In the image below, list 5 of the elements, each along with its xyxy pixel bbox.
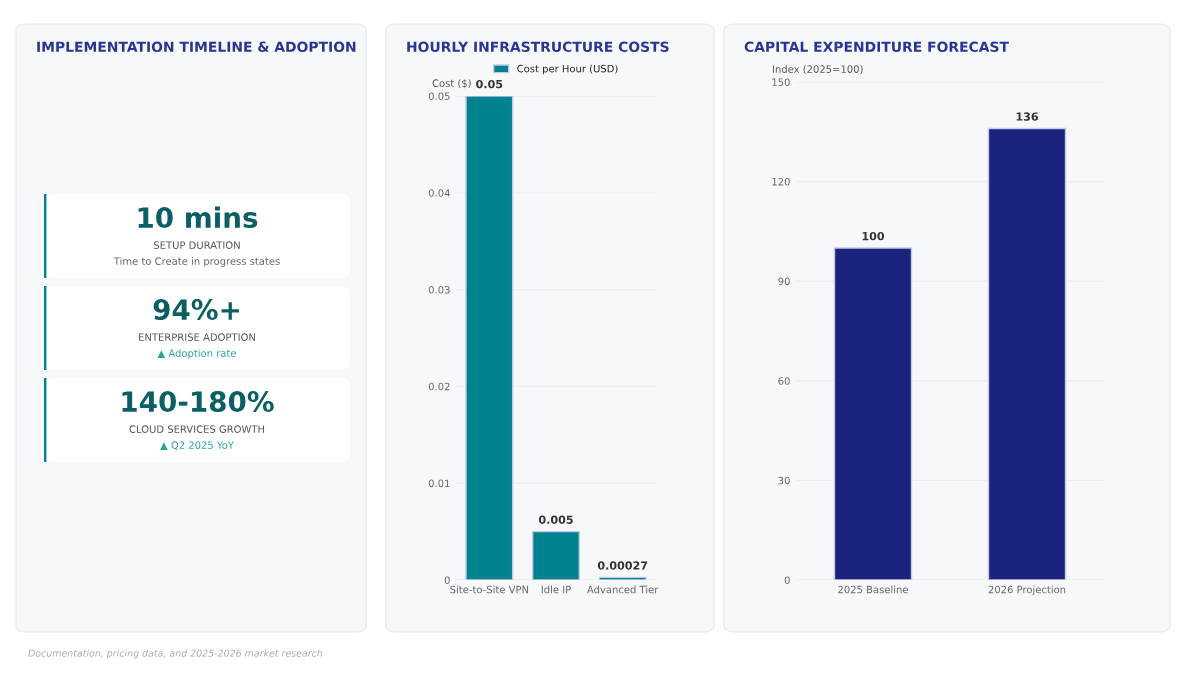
bar xyxy=(465,96,514,580)
bar xyxy=(531,530,581,580)
text: 10 mins xyxy=(138,206,258,229)
text: 94%+ xyxy=(153,299,239,321)
text: 140-180% xyxy=(122,391,274,413)
